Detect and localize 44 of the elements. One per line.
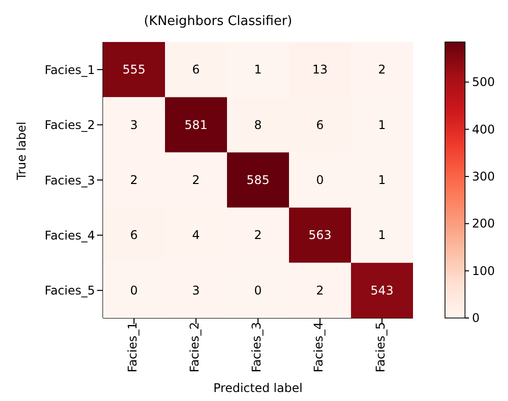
y-tick-label: Facies_1: [44, 62, 95, 77]
data-label: 2: [130, 173, 138, 187]
data-label: 1: [254, 62, 262, 77]
y-tick-label: Facies_3: [44, 173, 95, 188]
data-label: 6: [130, 228, 138, 242]
data-label: 1: [378, 228, 386, 242]
chart-title: (KNeighbors Classifier): [142, 14, 294, 29]
data-label: 555: [122, 62, 146, 77]
data-label: 13: [312, 62, 328, 77]
data-label: 581: [184, 118, 208, 132]
x-tick-label: Facies_3: [250, 322, 264, 372]
color-bar-label: 300: [472, 169, 495, 184]
data-label: 2: [378, 62, 386, 77]
color-bar-label: 400: [472, 122, 495, 136]
data-label: 3: [192, 283, 200, 298]
data-label: 1: [378, 173, 386, 187]
x-tick-label: Facies_5: [374, 322, 388, 372]
y-tick-label: Facies_4: [44, 228, 95, 242]
data-label: 6: [316, 118, 324, 132]
x-tick-label: Facies_1: [126, 322, 140, 372]
data-label: 2: [316, 283, 324, 298]
y-axis-title: True label: [14, 122, 28, 181]
x-axis-title: Predicted label: [213, 381, 303, 395]
data-label: 8: [254, 118, 262, 132]
color-bar-label: 200: [472, 216, 495, 231]
data-label: 2: [192, 173, 200, 187]
data-label: 0: [316, 173, 324, 187]
data-label: 2: [254, 228, 262, 242]
data-label: 563: [308, 228, 332, 242]
data-label: 4: [192, 228, 200, 242]
x-tick-label: Facies_4: [312, 322, 326, 372]
x-tick-label: Facies_2: [188, 322, 202, 372]
color-bar-label: 0: [472, 311, 480, 325]
data-label: 6: [192, 62, 200, 77]
y-tick-label: Facies_2: [44, 118, 95, 132]
data-label: 1: [378, 118, 386, 132]
color-bar-label: 100: [472, 264, 495, 278]
color-bar-label: 500: [472, 75, 495, 90]
data-label: 0: [130, 283, 138, 298]
data-label: 543: [370, 283, 394, 298]
data-label: 3: [130, 118, 138, 132]
y-tick-label: Facies_5: [44, 284, 95, 298]
data-label: 585: [246, 173, 270, 187]
data-label: 0: [254, 283, 262, 298]
